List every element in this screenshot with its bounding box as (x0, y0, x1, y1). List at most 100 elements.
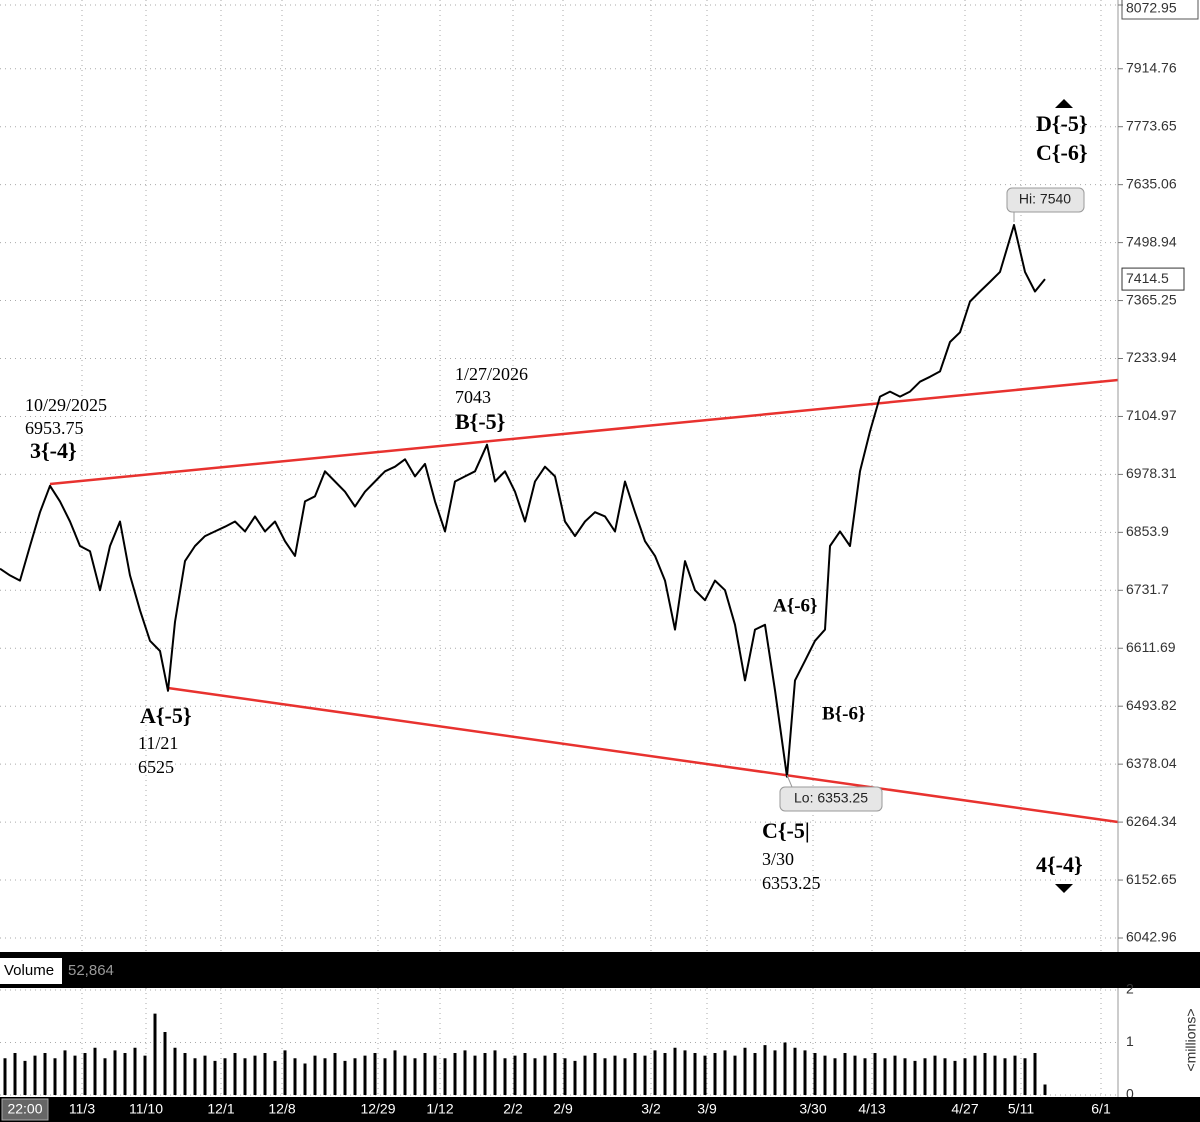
y-tick-label: 7635.06 (1126, 175, 1177, 191)
volume-value: 52,864 (68, 962, 114, 979)
volume-bar (983, 1053, 987, 1095)
volume-bar (903, 1058, 907, 1095)
y-tick-label: 6378.04 (1126, 755, 1177, 771)
volume-bar (773, 1050, 777, 1095)
volume-bar (283, 1050, 287, 1095)
volume-bar (373, 1053, 377, 1095)
volume-bar (1033, 1053, 1037, 1095)
x-tick-label: 11/3 (69, 1101, 95, 1117)
lo-callout (779, 786, 883, 812)
volume-bar (423, 1053, 427, 1095)
volume-title: Volume (4, 962, 54, 979)
wave-label: A{-5} (140, 703, 192, 728)
volume-bar (783, 1042, 787, 1095)
y-tick-label: 2 (1126, 981, 1134, 997)
volume-bar (233, 1053, 237, 1095)
volume-bar (73, 1055, 77, 1095)
y-tick-label: 7104.97 (1126, 407, 1177, 423)
volume-bar (513, 1055, 517, 1095)
volume-bar (113, 1050, 117, 1095)
wave-label: C{-6} (1036, 140, 1088, 165)
x-tick-label: 6/1 (1091, 1101, 1111, 1117)
volume-bar (833, 1058, 837, 1095)
volume-bar (753, 1053, 757, 1095)
volume-bar (173, 1047, 177, 1095)
volume-bar (213, 1060, 217, 1095)
y-tick-label: 6264.34 (1126, 813, 1177, 829)
volume-bar (623, 1058, 627, 1095)
volume-bar (843, 1053, 847, 1095)
volume-bar (763, 1045, 767, 1095)
y-tick-label: 6853.9 (1126, 523, 1169, 539)
y-tick-label: 8072.95 (1126, 0, 1177, 16)
x-tick-label: 4/27 (951, 1101, 978, 1117)
volume-bar (473, 1055, 477, 1095)
annotation: 10/29/2025 (25, 395, 107, 415)
volume-axis-label: <millions> (1183, 1008, 1199, 1071)
volume-bar (463, 1050, 467, 1095)
y-tick-label: 6493.82 (1126, 697, 1177, 713)
volume-bar (863, 1058, 867, 1095)
volume-bar (13, 1053, 17, 1095)
volume-bar (1023, 1058, 1027, 1095)
x-tick-label: 2/9 (553, 1101, 573, 1117)
price-axis-bg (1118, 0, 1200, 952)
lower-trendline (167, 686, 1119, 824)
upper-trendline (49, 378, 1119, 486)
volume-bar (893, 1055, 897, 1095)
annotation: 1/27/2026 (455, 364, 528, 384)
volume-bar (263, 1053, 267, 1095)
volume-bar (683, 1050, 687, 1095)
volume-bar (303, 1063, 307, 1095)
volume-bar (363, 1055, 367, 1095)
volume-bar (143, 1055, 147, 1095)
x-tick-label: 2/2 (503, 1101, 523, 1117)
volume-bar (523, 1053, 527, 1095)
volume-bar (813, 1053, 817, 1095)
volume-bar (123, 1053, 127, 1095)
cursor-time-box (1, 1098, 49, 1121)
volume-bar (353, 1058, 357, 1095)
volume-bar (33, 1055, 37, 1095)
volume-bar (93, 1047, 97, 1095)
cursor-time: 22:00 (7, 1101, 42, 1117)
volume-bar (3, 1058, 7, 1095)
x-axis: 11/3 11/10 12/1 12/8 12/29 1/12 2/2 2/9 3/2 3/9 3/… (69, 1101, 1111, 1117)
price-axis: 6042.96 6152.65 6264.34 6378.04 6493.82 6611.… (1118, 0, 1199, 945)
hi-label: Hi: 7540 (1019, 191, 1071, 207)
volume-bar (163, 1032, 167, 1095)
volume-bar (573, 1060, 577, 1095)
y-tick-label: 0 (1126, 1086, 1134, 1102)
volume-bar (993, 1055, 997, 1095)
volume-bar (933, 1055, 937, 1095)
y-tick-label: 1 (1126, 1033, 1134, 1049)
volume-bar (443, 1058, 447, 1095)
volume-bar (393, 1050, 397, 1095)
annotation: 3/30 (762, 849, 794, 869)
wave-label: C{-5| (762, 818, 810, 843)
volume-bar (343, 1060, 347, 1095)
volume-bar (183, 1053, 187, 1095)
wave-label: D{-5} (1036, 111, 1088, 136)
volume-bar (633, 1053, 637, 1095)
y-tick-label: 7365.25 (1126, 291, 1177, 307)
lo-label: Lo: 6353.25 (794, 790, 868, 806)
y-tick-label: 6042.96 (1126, 929, 1177, 945)
volume-bar (403, 1055, 407, 1095)
volume-bar (483, 1053, 487, 1095)
x-tick-label: 4/13 (858, 1101, 885, 1117)
annotation: 6353.25 (762, 873, 821, 893)
y-tick-label: 7233.94 (1126, 349, 1177, 365)
volume-bar (743, 1047, 747, 1095)
volume-bar (733, 1055, 737, 1095)
volume-bar (1003, 1058, 1007, 1095)
volume-bar (963, 1058, 967, 1095)
volume-bar (383, 1058, 387, 1095)
volume-bar (133, 1047, 137, 1095)
volume-bar (873, 1053, 877, 1095)
wave-label: 4{-4} (1036, 852, 1083, 877)
price-plot (0, 224, 1046, 778)
volume-bar (703, 1055, 707, 1095)
wave-label: A{-6} (773, 595, 818, 616)
